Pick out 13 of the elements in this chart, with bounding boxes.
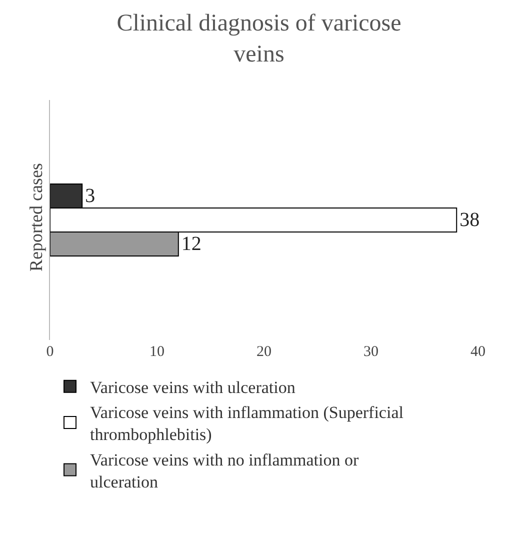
data-label: 3 — [85, 185, 96, 207]
x-tick-label: 0 — [46, 344, 54, 360]
chart-title: Clinical diagnosis of varicose veins — [116, 10, 402, 68]
x-tick-label: 20 — [256, 344, 272, 360]
legend-label: Varicose veins with no inflammation or ulceration — [90, 450, 359, 492]
legend-label: Varicose veins with inflammation (Superficial thrombophlebitis) — [90, 403, 404, 444]
y-tick-label: Reported cases — [26, 163, 46, 272]
data-label: 12 — [181, 233, 202, 255]
data-label: 38 — [460, 209, 480, 231]
x-tick-label: 30 — [364, 344, 378, 360]
legend-label: Varicose veins with ulceration — [90, 378, 296, 397]
x-tick-label: 40 — [470, 344, 486, 360]
x-tick-label: 10 — [150, 344, 164, 360]
